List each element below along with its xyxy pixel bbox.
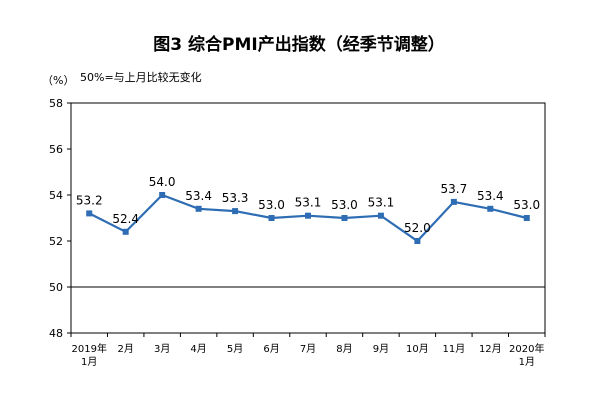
data-label: 53.1 <box>295 196 322 210</box>
data-label: 52.4 <box>112 212 139 226</box>
plot-area <box>70 102 546 334</box>
data-point <box>414 238 421 244</box>
data-point <box>450 198 457 205</box>
x-tick-label: 4月 <box>190 343 206 355</box>
data-point <box>305 212 311 219</box>
data-label: 53.4 <box>185 189 212 203</box>
x-tick-label: 3月 <box>154 343 170 355</box>
data-point <box>86 210 93 217</box>
x-tick-label: 5月 <box>227 343 243 355</box>
data-label: 53.4 <box>477 189 504 203</box>
data-label: 53.3 <box>222 191 249 205</box>
data-label: 53.2 <box>76 193 103 207</box>
data-label: 53.0 <box>513 198 540 212</box>
y-tick-label: 52 <box>49 235 63 248</box>
chart-title: 图3 综合PMI产出指数（经季节调整） <box>153 34 444 55</box>
x-tick-label: 8月 <box>336 343 352 355</box>
data-point <box>268 215 275 221</box>
reference-note: 50%=与上月比较无变化 <box>80 70 202 84</box>
data-label: 53.1 <box>368 196 395 210</box>
y-tick-label: 54 <box>49 189 63 202</box>
data-label: 52.0 <box>404 221 431 235</box>
data-point <box>341 215 348 221</box>
y-tick-label: 58 <box>49 97 63 110</box>
y-tick-label: 56 <box>49 143 63 156</box>
y-tick-label: 48 <box>49 327 63 340</box>
data-label: 53.0 <box>258 198 285 212</box>
x-tick-label: 2020年 1月 <box>509 342 544 368</box>
data-point <box>159 192 166 198</box>
x-tick-label: 9月 <box>373 343 389 355</box>
x-tick-label: 12月 <box>479 343 502 355</box>
data-label: 54.0 <box>149 175 176 189</box>
x-tick-label: 10月 <box>406 343 429 355</box>
y-axis-unit-label: （%） <box>42 74 74 87</box>
x-tick-label: 2月 <box>118 343 134 355</box>
x-tick-label: 2019年 1月 <box>72 342 107 368</box>
data-label: 53.7 <box>440 182 467 196</box>
x-tick-label: 7月 <box>300 343 316 355</box>
data-point <box>523 215 530 221</box>
data-point <box>122 228 129 235</box>
data-point <box>487 205 494 212</box>
data-point <box>195 205 202 212</box>
y-tick-label: 50 <box>49 281 63 294</box>
data-point <box>377 212 384 219</box>
data-label: 53.0 <box>331 198 358 212</box>
data-point <box>232 208 239 215</box>
x-tick-label: 11月 <box>442 343 465 355</box>
x-tick-label: 6月 <box>263 343 279 355</box>
